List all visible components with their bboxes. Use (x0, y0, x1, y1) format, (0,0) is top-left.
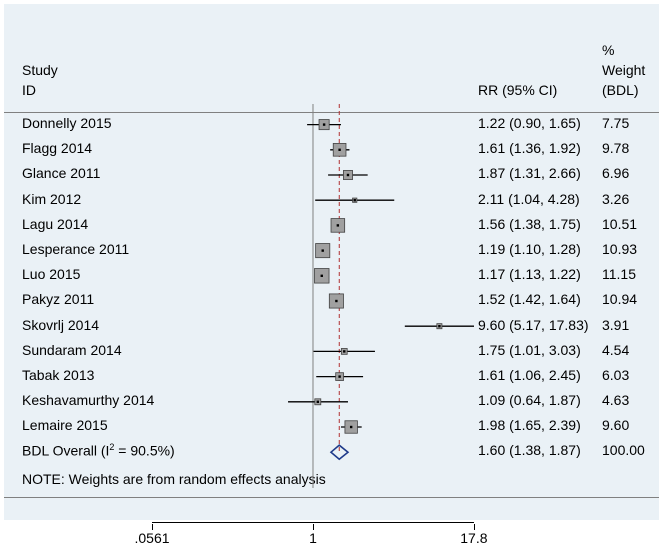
weight: 3.26 (602, 191, 629, 207)
weight: 6.03 (602, 367, 629, 383)
rows-container: Donnelly 2015 1.22 (0.90, 1.65) 7.75 Flagg … (4, 112, 659, 465)
rr-ci: 1.61 (1.36, 1.92) (478, 140, 581, 156)
rr-ci: 1.56 (1.38, 1.75) (478, 216, 581, 232)
weight: 9.78 (602, 140, 629, 156)
study-name: Pakyz 2011 (22, 291, 94, 307)
overall-weight: 100.00 (602, 442, 645, 458)
table-row: Tabak 2013 1.61 (1.06, 2.45) 6.03 (4, 364, 659, 389)
rr-ci: 1.75 (1.01, 3.03) (478, 342, 581, 358)
table-row: Flagg 2014 1.61 (1.36, 1.92) 9.78 (4, 137, 659, 162)
header-study-l1: Study (22, 62, 58, 78)
table-row: Luo 2015 1.17 (1.13, 1.22) 11.15 (4, 263, 659, 288)
axis-line (152, 522, 474, 523)
axis-tick-label: 1 (309, 530, 317, 546)
rr-ci: 1.61 (1.06, 2.45) (478, 367, 581, 383)
study-name: Skovrlj 2014 (22, 317, 99, 333)
weight: 4.54 (602, 342, 629, 358)
table-row: Lemaire 2015 1.98 (1.65, 2.39) 9.60 (4, 414, 659, 439)
weight: 9.60 (602, 417, 629, 433)
weight: 11.15 (602, 266, 636, 282)
header-wt-l2: Weight (602, 62, 645, 78)
table-row: Kim 2012 2.11 (1.04, 4.28) 3.26 (4, 188, 659, 213)
header-rr: RR (95% CI) (478, 82, 557, 98)
weight: 6.96 (602, 165, 629, 181)
weight: 10.51 (602, 216, 637, 232)
weight: 10.94 (602, 291, 637, 307)
rr-ci: 1.17 (1.13, 1.22) (478, 266, 581, 282)
weight: 4.63 (602, 392, 629, 408)
overall-rr: 1.60 (1.38, 1.87) (478, 442, 581, 458)
header-wt-l3: (BDL) (602, 82, 639, 98)
study-name: Luo 2015 (22, 266, 80, 282)
table-row: Pakyz 2011 1.52 (1.42, 1.64) 10.94 (4, 288, 659, 313)
weight: 3.91 (602, 317, 629, 333)
rr-ci: 1.19 (1.10, 1.28) (478, 241, 581, 257)
rr-ci: 1.22 (0.90, 1.65) (478, 115, 581, 131)
study-name: Kim 2012 (22, 191, 81, 207)
table-row: Lagu 2014 1.56 (1.38, 1.75) 10.51 (4, 213, 659, 238)
table-row: Keshavamurthy 2014 1.09 (0.64, 1.87) 4.63 (4, 389, 659, 414)
table-row: Donnelly 2015 1.22 (0.90, 1.65) 7.75 (4, 112, 659, 137)
overall-label: BDL Overall (I2 = 90.5%) (22, 442, 175, 459)
table-row: Glance 2011 1.87 (1.31, 2.66) 6.96 (4, 162, 659, 187)
rr-ci: 1.98 (1.65, 2.39) (478, 417, 581, 433)
rule-bottom (4, 497, 659, 498)
rr-ci: 1.52 (1.42, 1.64) (478, 291, 581, 307)
study-name: Tabak 2013 (22, 367, 94, 383)
header-wt-l1: % (602, 42, 614, 58)
weight: 10.93 (602, 241, 637, 257)
study-name: Donnelly 2015 (22, 115, 112, 131)
study-name: Lemaire 2015 (22, 417, 108, 433)
weight: 7.75 (602, 115, 629, 131)
overall-row: BDL Overall (I2 = 90.5%) 1.60 (1.38, 1.87… (4, 439, 659, 464)
study-name: Lesperance 2011 (22, 241, 129, 257)
table-row: Lesperance 2011 1.19 (1.10, 1.28) 10.93 (4, 238, 659, 263)
rr-ci: 9.60 (5.17, 17.83) (478, 317, 589, 333)
rr-ci: 2.11 (1.04, 4.28) (478, 191, 580, 207)
table-row: Sundaram 2014 1.75 (1.01, 3.03) 4.54 (4, 339, 659, 364)
study-name: Lagu 2014 (22, 216, 88, 232)
axis-tick-label: .0561 (134, 530, 169, 546)
rr-ci: 1.87 (1.31, 2.66) (478, 165, 581, 181)
header-study-l2: ID (22, 82, 36, 98)
study-name: Flagg 2014 (22, 140, 92, 156)
study-name: Keshavamurthy 2014 (22, 392, 154, 408)
header-area: Study ID RR (95% CI) % Weight (BDL) (4, 4, 659, 104)
rr-ci: 1.09 (0.64, 1.87) (478, 392, 581, 408)
forest-plot-panel: Study ID RR (95% CI) % Weight (BDL) Donn… (4, 4, 659, 520)
study-name: Sundaram 2014 (22, 342, 122, 358)
x-axis: .0561 1 17.8 (4, 522, 659, 556)
table-row: Skovrlj 2014 9.60 (5.17, 17.83) 3.91 (4, 314, 659, 339)
study-name: Glance 2011 (22, 165, 100, 181)
note-text: NOTE: Weights are from random effects an… (22, 471, 326, 487)
axis-tick-label: 17.8 (460, 530, 487, 546)
